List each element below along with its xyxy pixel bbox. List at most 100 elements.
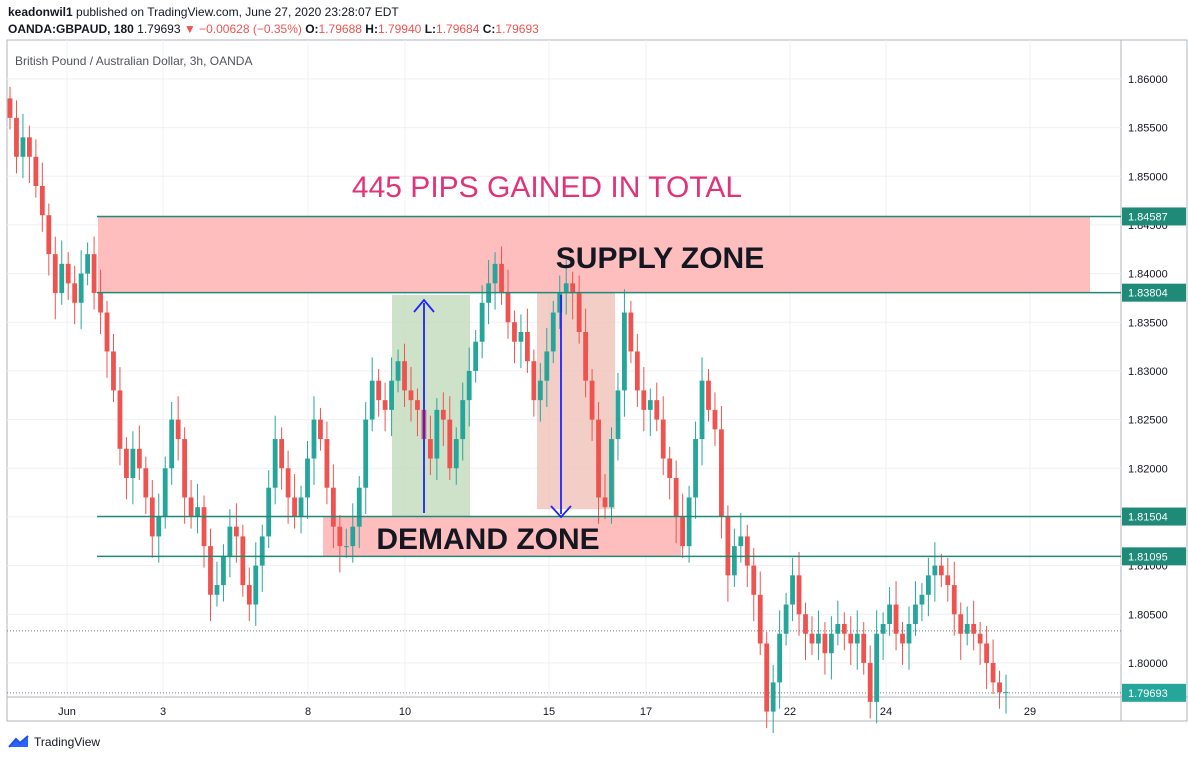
candle-body	[447, 419, 453, 469]
candle-body	[182, 439, 188, 498]
candle-body	[589, 380, 595, 420]
candle-body	[318, 419, 323, 440]
candle-body	[622, 312, 627, 391]
close-label: C:	[482, 22, 496, 36]
buy-arrow-head-icon	[413, 298, 435, 313]
candle-body	[964, 624, 970, 634]
candle-body	[680, 516, 686, 547]
candle-body	[770, 682, 776, 712]
publisher-name[interactable]: keadonwil1	[8, 5, 73, 19]
candle-body	[7, 98, 13, 118]
open-value: 1.79688	[318, 22, 362, 36]
candle-body	[518, 332, 524, 342]
open-label: O:	[305, 22, 319, 36]
candle-body	[350, 526, 356, 547]
candle-body	[596, 419, 601, 498]
candle-body	[757, 594, 763, 644]
candle-body	[65, 263, 71, 284]
candle-body	[130, 448, 136, 478]
candle-body	[906, 624, 912, 644]
candle-body	[647, 400, 653, 410]
candle-body	[537, 380, 543, 401]
candle-body	[557, 293, 563, 313]
candle-body	[292, 497, 297, 517]
sell-trade-box	[537, 291, 615, 510]
candle-body	[305, 458, 310, 498]
last-price: 1.79693	[137, 22, 181, 36]
demand-zone-label: DEMAND ZONE	[376, 523, 599, 556]
x-tick-label: 8	[305, 706, 311, 718]
candle-body	[227, 526, 233, 556]
last-price-label: 1.79693	[1128, 688, 1168, 700]
candle-body	[505, 293, 511, 323]
candle-body	[796, 575, 802, 615]
y-tick-label: 1.83000	[1128, 366, 1168, 378]
chart-frame	[6, 39, 1188, 722]
y-tick-label: 1.85500	[1128, 123, 1168, 135]
sell-arrow-head-icon	[550, 505, 572, 519]
candle-body	[932, 565, 938, 576]
candle-body	[453, 439, 459, 469]
candle-body	[719, 429, 724, 517]
publish-text: published on TradingView.com, June 27, 2…	[76, 5, 399, 19]
candle-body	[272, 439, 278, 488]
y-tick-label: 1.85000	[1128, 171, 1168, 183]
candle-body	[699, 380, 705, 440]
x-tick-label: 17	[640, 706, 652, 718]
y-tick-label: 1.86000	[1128, 74, 1168, 86]
candle-body	[925, 575, 931, 595]
candle-body	[783, 604, 789, 634]
candle-body	[14, 117, 19, 157]
candle-body	[143, 468, 149, 498]
x-tick-label: 3	[160, 706, 166, 718]
candle-body	[85, 254, 91, 274]
candle-body	[175, 419, 181, 440]
high-value: 1.79940	[377, 22, 422, 36]
candle-body	[945, 575, 951, 586]
candle-body	[162, 468, 168, 517]
candle-body	[98, 293, 103, 313]
candle-body	[634, 351, 640, 391]
candle-body	[279, 439, 285, 469]
candle-body	[951, 585, 957, 615]
candle-body	[544, 351, 550, 381]
down-arrow-icon: ▼	[183, 22, 196, 36]
x-tick-label: 29	[1024, 706, 1036, 718]
candle-body	[887, 604, 892, 624]
candle-body	[861, 633, 867, 663]
candle-body	[563, 283, 569, 294]
supply-zone-box	[98, 216, 1090, 293]
candle-body	[602, 497, 608, 508]
candle-body	[693, 439, 698, 498]
candle-body	[402, 361, 407, 391]
candle-body	[990, 662, 996, 683]
candle-body	[208, 546, 213, 595]
candle-body	[525, 332, 530, 362]
candle-body	[240, 536, 246, 586]
candle-body	[816, 633, 821, 644]
level-price-tag	[1122, 547, 1186, 566]
candle-body	[583, 332, 589, 381]
y-tick-label: 1.80000	[1128, 658, 1168, 670]
candle-body	[531, 361, 537, 401]
candle-body	[880, 624, 886, 634]
candle-body	[971, 624, 977, 634]
candle-body	[841, 624, 847, 634]
candle-body	[822, 633, 828, 654]
candle-body	[466, 370, 472, 401]
candle-body	[324, 439, 330, 488]
candle-body	[751, 565, 757, 595]
candle-body	[298, 497, 304, 517]
x-tick-label: Jun	[58, 706, 76, 718]
footer-brand[interactable]: TradingView	[34, 735, 101, 749]
candle-body	[900, 633, 905, 644]
candle-body	[382, 400, 388, 410]
candle-body	[958, 614, 964, 634]
candle-body	[744, 536, 750, 566]
candle-body	[628, 312, 634, 352]
candle-body	[389, 380, 394, 410]
candle-body	[78, 273, 84, 303]
candle-body	[492, 263, 498, 284]
level-price-label: 1.84587	[1128, 211, 1168, 223]
